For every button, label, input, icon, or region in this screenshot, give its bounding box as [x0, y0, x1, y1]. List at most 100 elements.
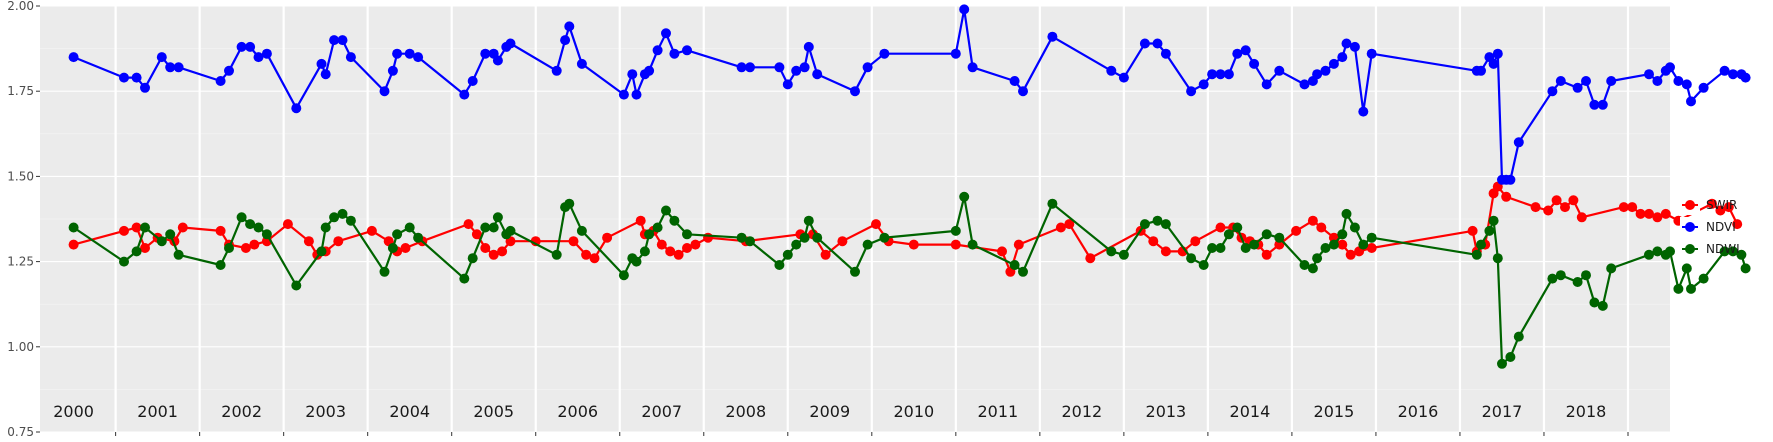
year-label-2010: 2010	[893, 402, 934, 421]
year-label-2008: 2008	[725, 402, 766, 421]
data-point-ndvi	[1358, 106, 1369, 117]
data-point-ndwi	[1547, 273, 1558, 284]
data-point-swir	[1732, 219, 1743, 230]
data-point-ndwi	[1349, 222, 1360, 233]
data-point-swir	[1543, 205, 1554, 216]
data-point-ndvi	[1261, 79, 1272, 90]
data-point-swir	[568, 236, 579, 247]
data-point-ndwi	[131, 246, 142, 257]
data-point-ndwi	[950, 225, 961, 236]
data-point-ndvi	[253, 52, 264, 63]
data-point-ndvi	[1299, 79, 1310, 90]
data-point-swir	[1635, 208, 1646, 219]
data-point-ndwi	[1589, 297, 1600, 308]
data-point-ndvi	[1215, 69, 1226, 80]
data-point-ndwi	[379, 266, 390, 277]
data-point-ndvi	[669, 48, 680, 59]
data-point-ndwi	[119, 256, 129, 267]
data-point-ndvi	[1160, 48, 1171, 59]
data-point-swir	[690, 239, 701, 250]
year-label-2009: 2009	[809, 402, 850, 421]
data-point-ndwi	[1366, 232, 1377, 243]
data-point-ndvi	[387, 65, 398, 76]
data-point-ndwi	[850, 266, 860, 277]
data-point-swir	[1715, 205, 1726, 216]
data-point-ndvi	[156, 52, 167, 63]
data-point-ndwi	[1328, 239, 1339, 250]
data-point-ndwi	[337, 208, 348, 219]
data-point-ndvi	[492, 55, 503, 66]
data-point-swir	[1316, 222, 1327, 233]
data-point-swir	[871, 219, 881, 230]
data-point-ndvi	[480, 48, 491, 59]
data-point-swir	[1576, 212, 1587, 223]
data-point-ndwi	[1320, 243, 1331, 253]
data-point-ndwi	[1240, 243, 1251, 253]
data-point-ndvi	[261, 48, 272, 59]
year-label-2014: 2014	[1230, 402, 1271, 421]
data-point-ndvi	[1223, 69, 1234, 80]
data-point-ndwi	[1572, 277, 1583, 287]
data-point-ndvi	[329, 35, 340, 46]
data-point-ndvi	[879, 48, 890, 59]
data-point-swir	[1467, 225, 1478, 236]
data-point-ndwi	[1106, 246, 1117, 257]
data-point-ndvi	[1698, 82, 1709, 93]
data-point-ndvi	[1597, 99, 1608, 110]
data-point-ndwi	[1740, 263, 1751, 274]
data-point-ndvi	[627, 69, 638, 80]
data-point-swir	[333, 236, 344, 247]
data-point-ndwi	[224, 243, 234, 253]
data-point-ndwi	[1358, 239, 1369, 250]
data-point-ndwi	[1186, 253, 1197, 264]
data-point-ndwi	[782, 249, 793, 260]
data-point-ndvi	[1047, 31, 1058, 42]
year-label-2005: 2005	[473, 402, 514, 421]
data-point-ndwi	[1274, 232, 1285, 243]
data-point-ndvi	[1665, 62, 1675, 73]
data-point-swir	[240, 243, 251, 253]
data-point-ndwi	[165, 229, 176, 240]
data-point-ndwi	[1261, 229, 1272, 240]
data-point-ndvi	[1320, 65, 1331, 76]
data-point-ndvi	[467, 76, 478, 86]
y-tick-label: 1.00	[7, 340, 34, 354]
data-point-swir	[1568, 195, 1579, 206]
data-point-ndwi	[492, 212, 503, 223]
data-point-ndvi	[1009, 76, 1020, 86]
data-point-ndvi	[1505, 174, 1516, 185]
data-point-ndvi	[950, 48, 961, 59]
year-label-2018: 2018	[1566, 402, 1607, 421]
data-point-ndwi	[1341, 208, 1352, 219]
data-point-ndwi	[1513, 331, 1524, 342]
data-point-ndwi	[618, 270, 629, 281]
data-point-ndvi	[1249, 58, 1260, 69]
data-point-swir	[282, 219, 293, 230]
data-point-swir	[1055, 222, 1066, 233]
series-line-swir	[73, 185, 1739, 273]
data-point-swir	[837, 236, 848, 247]
data-point-swir	[602, 232, 613, 243]
data-point-ndwi	[1009, 260, 1020, 270]
data-point-ndvi	[1186, 86, 1197, 97]
data-point-swir	[1291, 225, 1302, 236]
data-point-ndvi	[345, 52, 356, 63]
data-point-swir	[665, 246, 676, 257]
data-point-swir	[1013, 239, 1024, 250]
data-point-swir	[1337, 239, 1348, 250]
data-point-ndwi	[392, 229, 403, 240]
data-point-ndvi	[560, 35, 571, 46]
data-point-ndwi	[803, 215, 814, 226]
data-point-ndwi	[1555, 270, 1566, 281]
data-point-ndvi	[316, 58, 327, 69]
data-point-swir	[497, 246, 508, 257]
data-point-swir	[950, 239, 961, 250]
data-point-ndvi	[224, 65, 234, 76]
data-point-ndwi	[459, 273, 470, 284]
data-point-swir	[1618, 202, 1629, 213]
data-point-ndvi	[1476, 65, 1486, 76]
data-point-ndvi	[337, 35, 348, 46]
data-point-ndvi	[505, 38, 516, 49]
data-point-ndvi	[1198, 79, 1209, 90]
data-point-ndvi	[245, 41, 256, 52]
